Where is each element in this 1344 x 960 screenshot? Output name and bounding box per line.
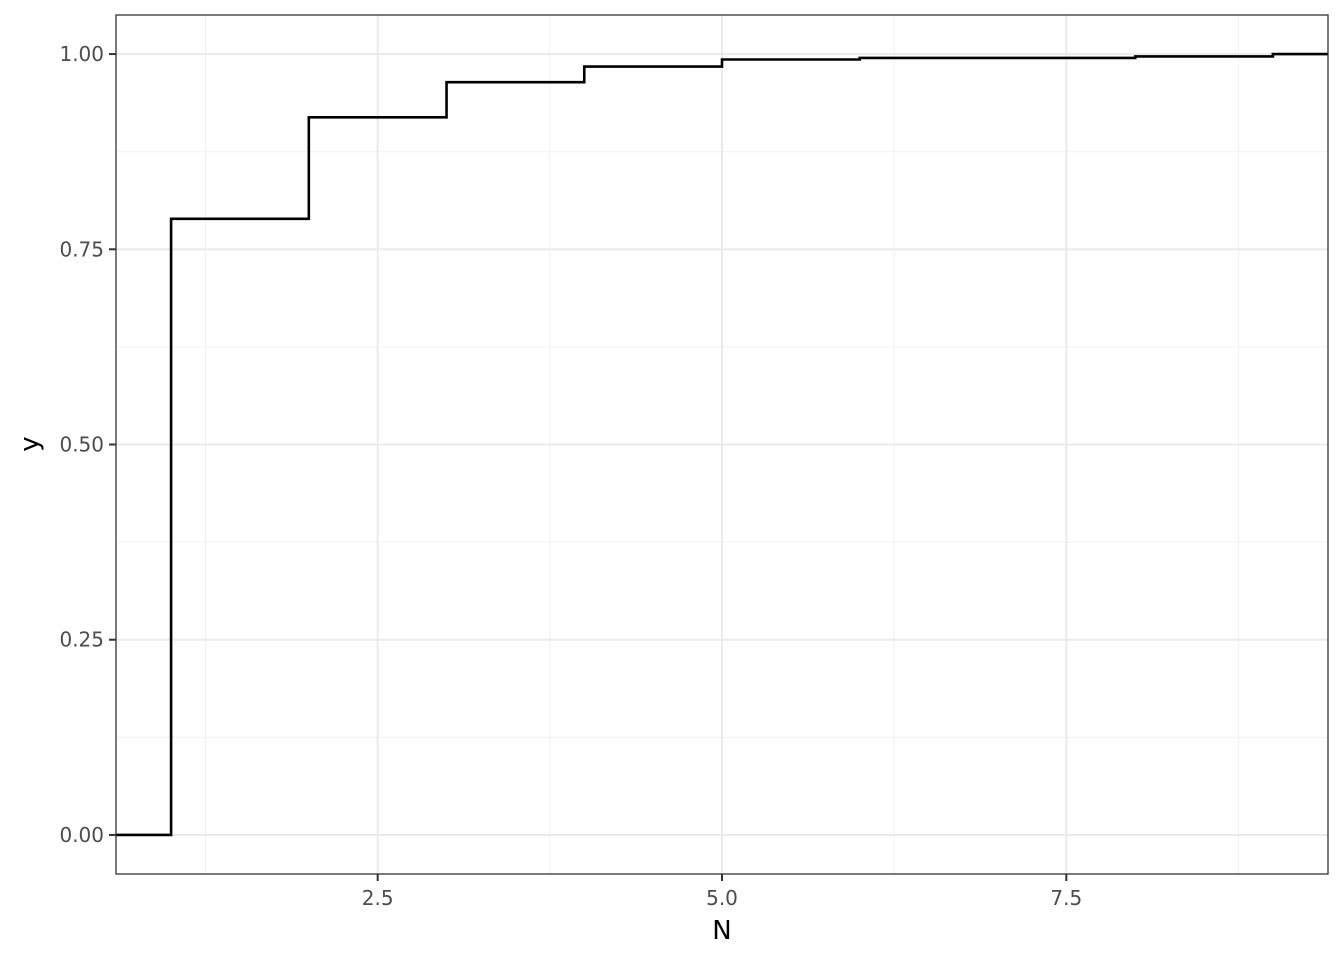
y-tick-label: 1.00	[59, 42, 104, 66]
x-tick-label: 5.0	[706, 886, 738, 910]
y-tick-label: 0.75	[59, 237, 104, 261]
y-axis: 0.00 0.25 0.50 0.75 1.00	[59, 42, 116, 847]
x-tick-label: 7.5	[1050, 886, 1082, 910]
series-layer	[116, 52, 1328, 837]
y-tick-label: 0.50	[59, 433, 104, 457]
y-tick-label: 0.00	[59, 823, 104, 847]
x-tick-label: 2.5	[362, 886, 394, 910]
major-grid	[116, 15, 1328, 874]
y-axis-title: y	[15, 436, 45, 451]
x-axis: 2.5 5.0 7.5	[362, 874, 1082, 910]
ecdf-step-line	[116, 52, 1328, 837]
x-axis-title: N	[712, 916, 731, 946]
y-tick-label: 0.25	[59, 628, 104, 652]
